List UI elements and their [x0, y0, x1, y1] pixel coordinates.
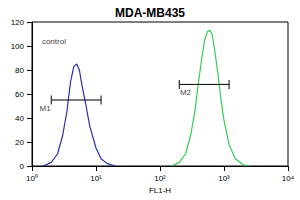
svg-text:20: 20	[15, 138, 24, 147]
svg-text:120: 120	[11, 18, 25, 27]
svg-text:M1: M1	[40, 104, 52, 113]
svg-text:10⁰: 10⁰	[26, 174, 38, 183]
svg-text:M2: M2	[180, 88, 192, 97]
svg-text:80: 80	[15, 66, 24, 75]
svg-text:40: 40	[15, 114, 24, 123]
svg-text:60: 60	[15, 90, 24, 99]
svg-text:10¹: 10¹	[90, 174, 102, 183]
svg-text:0: 0	[20, 162, 25, 171]
svg-text:10²: 10²	[154, 174, 166, 183]
svg-text:FL1-H: FL1-H	[149, 186, 171, 195]
svg-text:10³: 10³	[218, 174, 230, 183]
svg-text:MDA-MB435: MDA-MB435	[115, 6, 185, 20]
svg-text:control: control	[42, 37, 66, 46]
svg-text:10⁴: 10⁴	[282, 174, 295, 183]
svg-text:100: 100	[11, 42, 25, 51]
